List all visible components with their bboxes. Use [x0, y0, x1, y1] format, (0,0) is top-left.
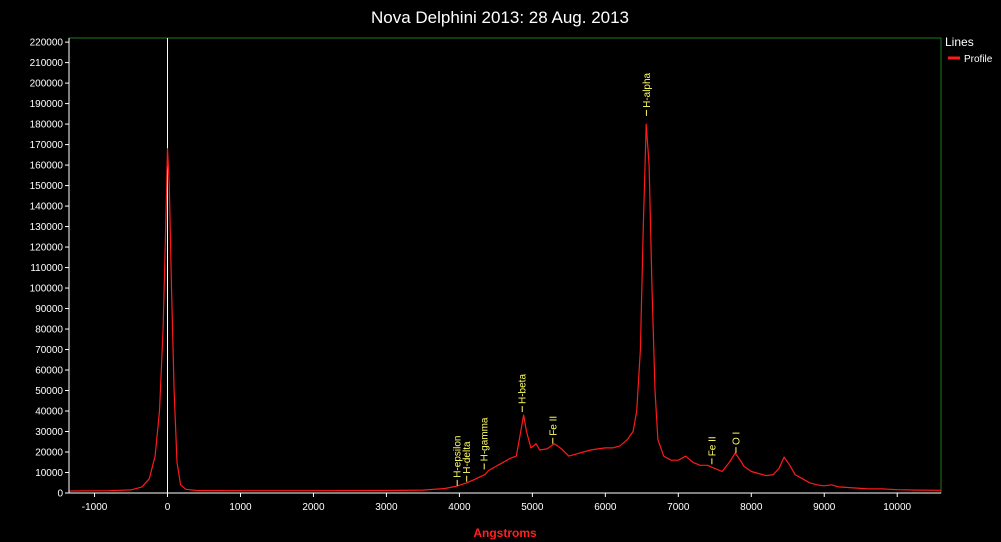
y-tick-label: 10000: [35, 468, 63, 479]
x-tick-label: 4000: [448, 502, 471, 513]
x-axis-label: Angstroms: [473, 526, 537, 540]
y-tick-label: 190000: [30, 99, 64, 110]
annotation-label: H-delta: [462, 441, 473, 474]
y-tick-label: 130000: [30, 222, 64, 233]
annotation-label: H-gamma: [480, 417, 491, 461]
y-tick-label: 90000: [35, 304, 63, 315]
y-tick-label: 70000: [35, 345, 63, 356]
x-tick-label: 2000: [302, 502, 325, 513]
y-tick-label: 40000: [35, 407, 63, 418]
legend-entry-profile: Profile: [964, 54, 993, 65]
x-tick-label: 10000: [883, 502, 911, 513]
y-axis-ticks: 0 10000 20000 30000 40000 50000 60000 70000 8000…: [30, 38, 69, 500]
x-tick-label: 6000: [594, 502, 617, 513]
annotation-label: Fe II: [707, 436, 718, 456]
y-tick-label: 50000: [35, 386, 63, 397]
y-tick-label: 60000: [35, 366, 63, 377]
y-tick-label: 140000: [30, 202, 64, 213]
y-tick-label: 120000: [30, 243, 64, 254]
x-tick-label: 3000: [375, 502, 398, 513]
y-tick-label: 150000: [30, 181, 64, 192]
y-tick-label: 110000: [30, 263, 63, 274]
plot-area: -1000 0 1000 2000 3000 4000 5000 6000 7000 8000 90…: [30, 37, 942, 513]
series-line-profile: [68, 123, 942, 492]
annotation-label: H-epsilon: [453, 436, 464, 478]
legend-title: Lines: [945, 35, 974, 49]
annotation-label: Fe II: [548, 416, 559, 436]
y-tick-label: 170000: [30, 140, 64, 151]
y-tick-label: 200000: [30, 79, 64, 90]
y-tick-label: 160000: [30, 161, 64, 172]
y-tick-label: 30000: [35, 427, 63, 438]
y-tick-label: 210000: [30, 58, 64, 69]
annotation-label: H-beta: [518, 374, 529, 404]
x-tick-label: -1000: [82, 502, 108, 513]
y-tick-label: 20000: [35, 448, 63, 459]
chart-title: Nova Delphini 2013: 28 Aug. 2013: [371, 8, 629, 27]
x-tick-label: 5000: [521, 502, 544, 513]
legend: Lines Profile: [945, 35, 993, 65]
y-tick-label: 180000: [30, 120, 64, 131]
y-tick-label: 80000: [35, 325, 63, 336]
x-tick-label: 1000: [229, 502, 252, 513]
x-axis-ticks: -1000 0 1000 2000 3000 4000 5000 6000 7000 8000 90…: [82, 493, 912, 513]
annotation-label: O I: [732, 432, 743, 445]
x-tick-label: 7000: [667, 502, 690, 513]
annotation-label: H-alpha: [642, 72, 653, 107]
y-tick-label: 100000: [30, 284, 64, 295]
plot-frame: [68, 37, 942, 494]
x-tick-label: 8000: [740, 502, 763, 513]
y-tick-label: 220000: [30, 38, 64, 49]
x-tick-label: 0: [165, 502, 171, 513]
x-tick-label: 9000: [813, 502, 836, 513]
y-tick-label: 0: [57, 489, 63, 500]
